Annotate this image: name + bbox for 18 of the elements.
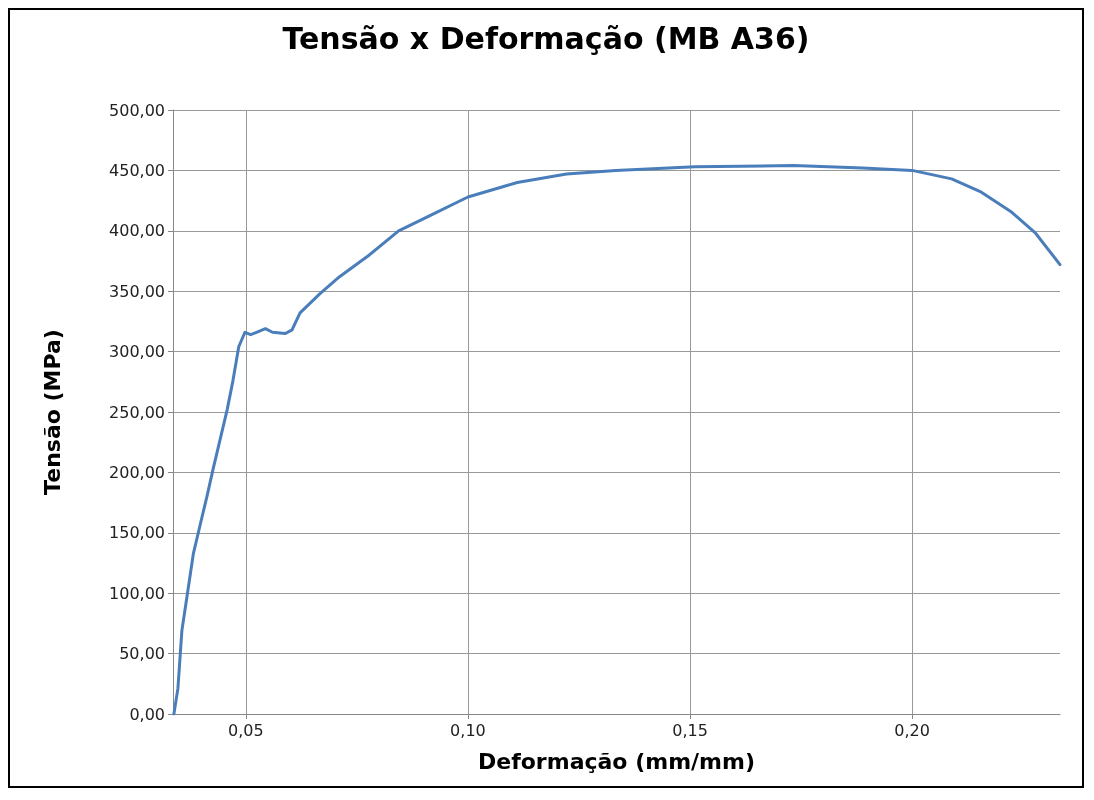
x-tick-label: 0,10 (450, 720, 486, 740)
x-axis-title: Deformação (mm/mm) (478, 748, 755, 774)
y-tick-label: 300,00 (109, 342, 165, 362)
y-tick-label: 200,00 (109, 462, 165, 482)
y-tick-label: 250,00 (109, 402, 165, 422)
y-tick-label: 50,00 (119, 644, 165, 664)
x-tick-label: 0,15 (672, 720, 708, 740)
y-tick-label: 150,00 (109, 523, 165, 543)
x-tick-label: 0,20 (894, 720, 930, 740)
chart-title: Tensão x Deformação (MB A36) (282, 20, 810, 56)
y-tick-label: 450,00 (109, 160, 165, 180)
y-axis-title: Tensão (MPa) (39, 329, 65, 495)
y-tick-label: 0,00 (129, 704, 165, 724)
y-tick-label: 100,00 (109, 583, 165, 603)
y-tick-label: 350,00 (109, 281, 165, 301)
x-tick-label: 0,05 (228, 720, 264, 740)
y-tick-label: 500,00 (109, 100, 165, 120)
y-tick-label: 400,00 (109, 221, 165, 241)
